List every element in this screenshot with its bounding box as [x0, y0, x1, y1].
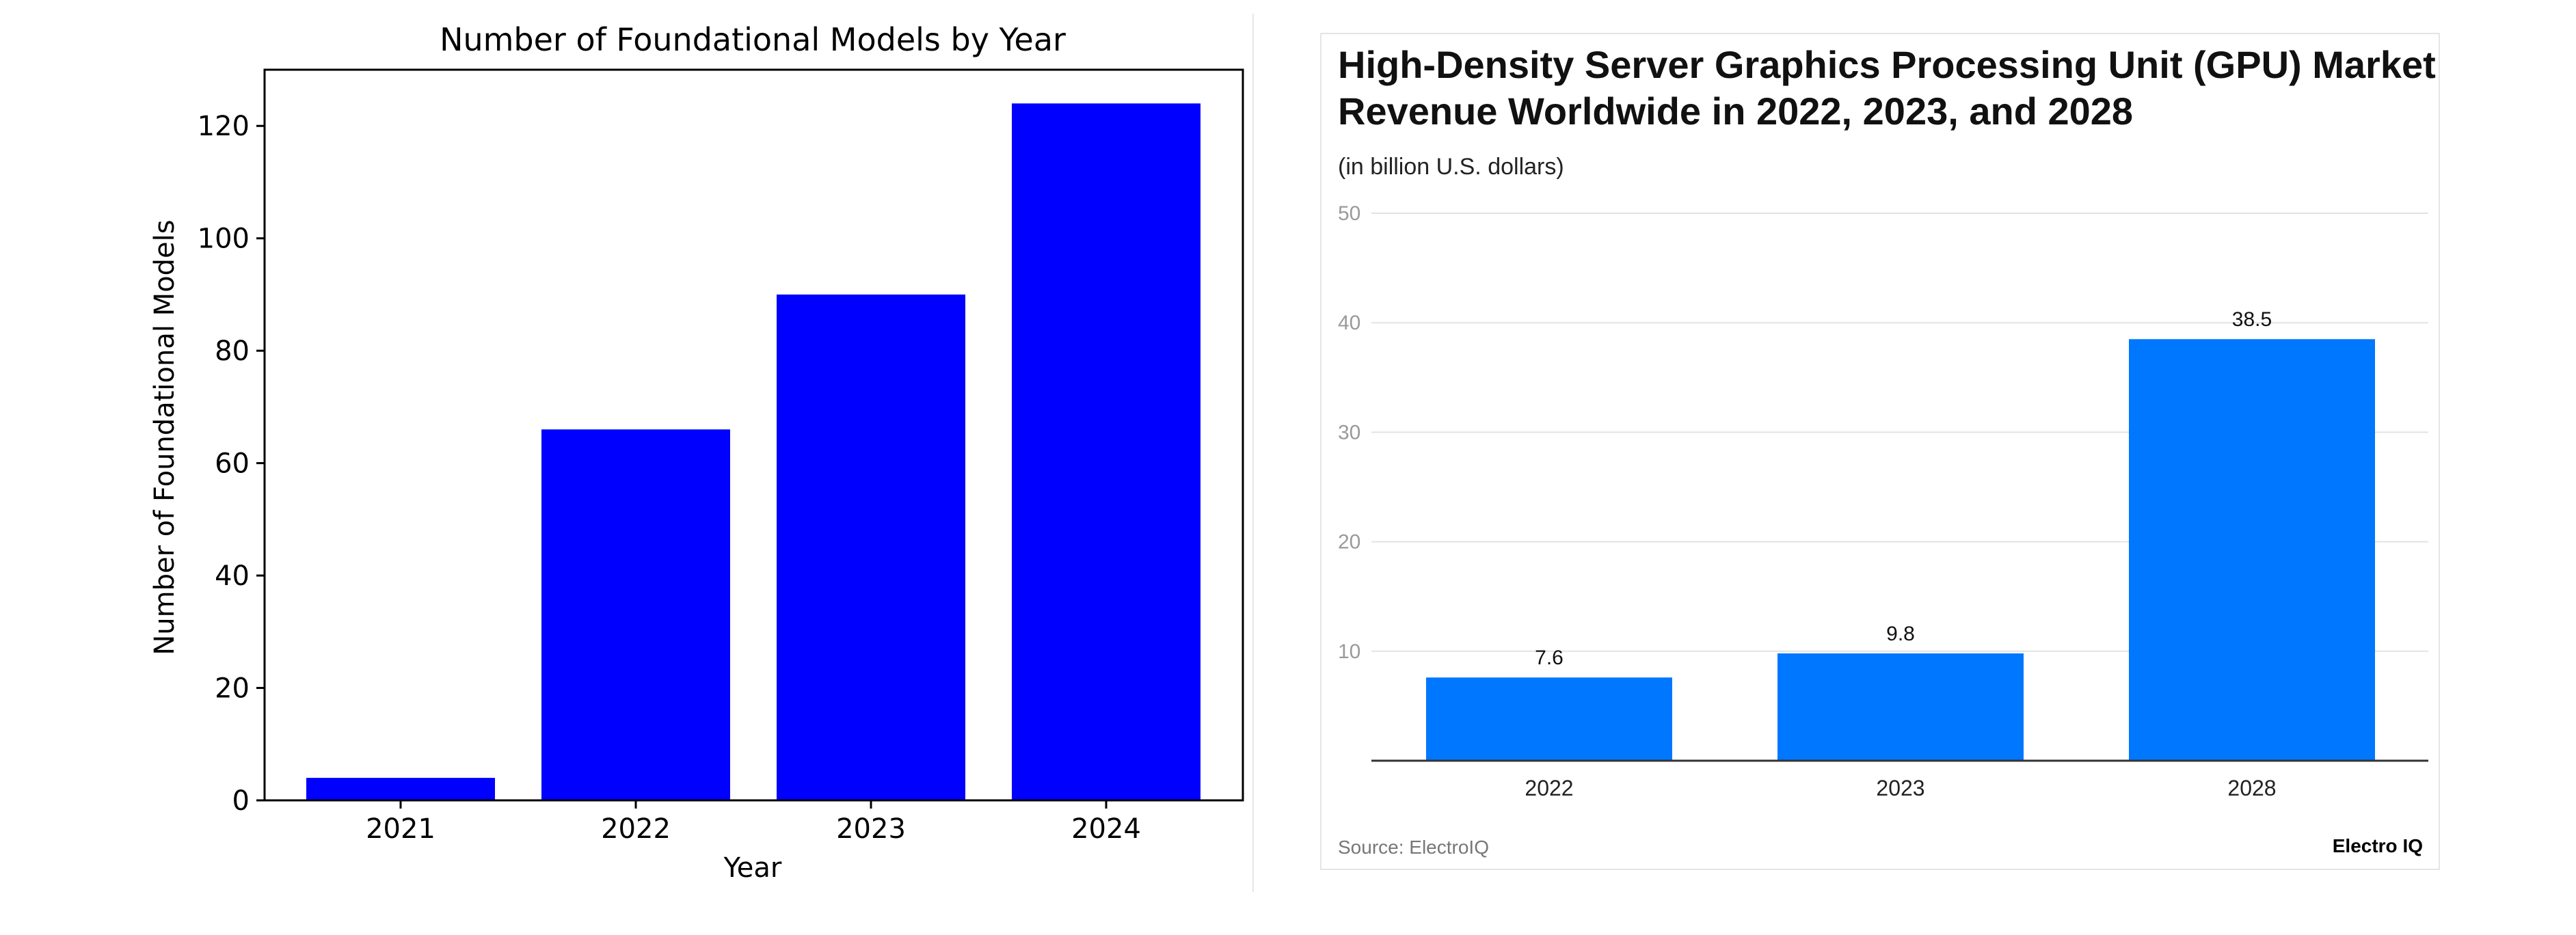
right-y-tick-label: 40 — [1338, 312, 1360, 334]
right-x-tick-label: 2023 — [1876, 776, 1924, 800]
left-chart-y-axis: 0 20 40 60 80 100 120 — [198, 111, 265, 817]
right-bar-value-label: 7.6 — [1535, 647, 1564, 669]
right-bar-2022 — [1426, 677, 1672, 761]
left-chart-ylabel: Number of Foundational Models — [149, 219, 180, 655]
right-bar-value-label: 9.8 — [1886, 623, 1915, 645]
right-y-tick-label: 10 — [1338, 640, 1360, 663]
left-x-tick-label: 2022 — [601, 813, 671, 845]
left-chart-bars — [306, 103, 1200, 801]
right-bar-2023 — [1777, 653, 2024, 761]
left-y-tick-label: 20 — [215, 673, 250, 705]
left-chart-xlabel: Year — [723, 852, 782, 884]
right-y-tick-label: 50 — [1338, 202, 1360, 225]
left-y-tick-label: 40 — [215, 560, 250, 592]
right-x-tick-label: 2022 — [1525, 776, 1573, 800]
left-y-tick-label: 100 — [198, 223, 250, 255]
left-bar-2024 — [1012, 103, 1200, 801]
left-x-tick-label: 2023 — [836, 813, 906, 845]
right-chart-x-axis: 2022 2023 2028 — [1525, 776, 2276, 800]
left-bar-2023 — [777, 294, 965, 800]
left-y-tick-label: 0 — [232, 785, 250, 817]
left-y-tick-label: 120 — [198, 111, 250, 142]
right-y-tick-label: 30 — [1338, 421, 1360, 444]
right-bar-2028 — [2129, 339, 2375, 761]
left-y-tick-label: 80 — [215, 336, 250, 367]
right-chart-title-line2: Revenue Worldwide in 2022, 2023, and 202… — [1338, 90, 2133, 133]
right-bar-value-label: 38.5 — [2232, 308, 2272, 331]
left-bar-2022 — [541, 429, 730, 800]
right-chart-source: Source: ElectroIQ — [1338, 837, 1489, 858]
right-y-tick-label: 20 — [1338, 531, 1360, 554]
left-chart-x-axis: 2021 2022 2023 2024 — [366, 800, 1141, 845]
right-chart: High-Density Server Graphics Processing … — [1320, 33, 2440, 870]
right-x-tick-label: 2028 — [2227, 776, 2276, 800]
right-chart-title-line1: High-Density Server Graphics Processing … — [1338, 43, 2436, 86]
right-chart-bars: 7.6 9.8 38.5 — [1426, 308, 2375, 761]
left-x-tick-label: 2021 — [366, 813, 435, 845]
right-chart-subtitle: (in billion U.S. dollars) — [1338, 154, 1564, 180]
right-chart-brand-logo: Electro IQ — [2333, 835, 2423, 856]
left-y-tick-label: 60 — [215, 448, 250, 480]
left-bar-2021 — [306, 778, 495, 800]
left-chart-title: Number of Foundational Models by Year — [440, 21, 1066, 58]
left-chart: Number of Foundational Models by Year Ye… — [149, 21, 1244, 884]
left-chart-plot-frame — [263, 68, 1244, 802]
left-x-tick-label: 2024 — [1071, 813, 1141, 845]
